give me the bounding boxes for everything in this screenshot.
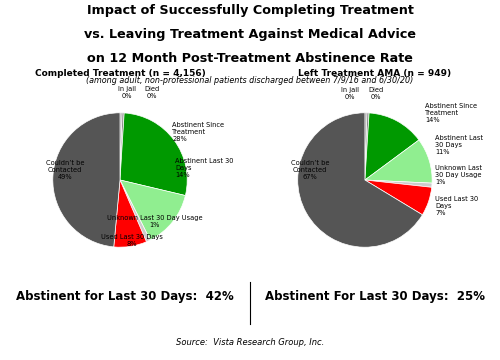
- Wedge shape: [120, 113, 124, 180]
- Text: Impact of Successfully Completing Treatment: Impact of Successfully Completing Treatm…: [86, 4, 413, 17]
- Wedge shape: [365, 180, 432, 187]
- Text: vs. Leaving Treatment Against Medical Advice: vs. Leaving Treatment Against Medical Ad…: [84, 28, 416, 41]
- Text: Couldn’t be
Contacted
49%: Couldn’t be Contacted 49%: [46, 160, 84, 180]
- Wedge shape: [114, 180, 146, 247]
- Text: Source:  Vista Research Group, Inc.: Source: Vista Research Group, Inc.: [176, 338, 324, 347]
- Text: Couldn’t be
Contacted
67%: Couldn’t be Contacted 67%: [290, 160, 329, 180]
- Text: Used Last 30 Days
8%: Used Last 30 Days 8%: [101, 234, 163, 247]
- Wedge shape: [365, 113, 369, 180]
- Wedge shape: [365, 113, 367, 180]
- Text: Abstinent For Last 30 Days:  25%: Abstinent For Last 30 Days: 25%: [265, 290, 485, 303]
- Wedge shape: [298, 113, 422, 247]
- Wedge shape: [120, 180, 186, 240]
- Text: (among adult, non-professional patients discharged between 7/9/16 and 6/30/20): (among adult, non-professional patients …: [86, 76, 413, 85]
- Wedge shape: [365, 113, 419, 180]
- Wedge shape: [365, 140, 432, 183]
- Text: Left Treatment AMA (n = 949): Left Treatment AMA (n = 949): [298, 69, 452, 78]
- Text: Used Last 30
Days
7%: Used Last 30 Days 7%: [436, 195, 478, 216]
- Text: on 12 Month Post-Treatment Abstinence Rate: on 12 Month Post-Treatment Abstinence Ra…: [87, 52, 413, 65]
- Text: Unknown Last
30 Day Usage
1%: Unknown Last 30 Day Usage 1%: [436, 165, 482, 185]
- Wedge shape: [53, 113, 120, 247]
- Text: In jail
0%: In jail 0%: [118, 86, 136, 99]
- Wedge shape: [365, 180, 432, 215]
- Text: Completed Treatment (n = 4,156): Completed Treatment (n = 4,156): [34, 69, 205, 78]
- Wedge shape: [120, 113, 122, 180]
- Text: Abstinent Last
30 Days
11%: Abstinent Last 30 Days 11%: [436, 135, 484, 155]
- Wedge shape: [120, 180, 150, 242]
- Text: Died
0%: Died 0%: [144, 86, 160, 99]
- Text: Abstinent Last 30
Days
14%: Abstinent Last 30 Days 14%: [175, 158, 234, 178]
- Text: Abstinent Since
Treatment
14%: Abstinent Since Treatment 14%: [426, 103, 478, 123]
- Text: Died
0%: Died 0%: [368, 87, 384, 100]
- Text: Abstinent for Last 30 Days:  42%: Abstinent for Last 30 Days: 42%: [16, 290, 234, 303]
- Text: Abstinent Since
Treatment
28%: Abstinent Since Treatment 28%: [172, 122, 225, 141]
- Text: Unknown Last 30 Day Usage
1%: Unknown Last 30 Day Usage 1%: [107, 215, 203, 228]
- Wedge shape: [120, 113, 187, 195]
- Text: In jail
0%: In jail 0%: [341, 87, 359, 100]
